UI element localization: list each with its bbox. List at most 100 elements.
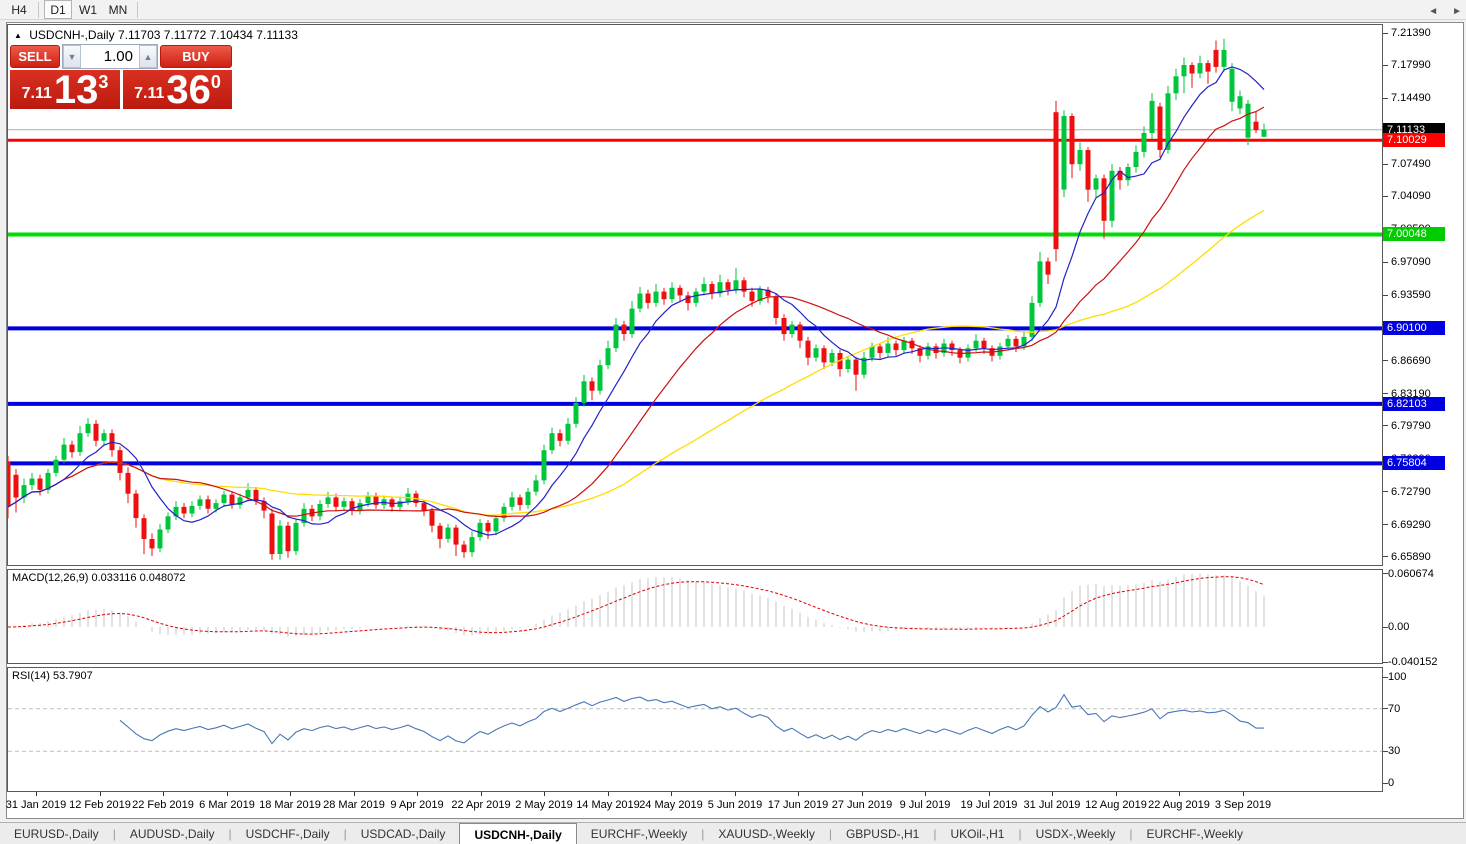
date-tick-mark xyxy=(100,792,101,796)
down-arrow-icon: ▼ xyxy=(67,51,77,62)
level-price-badge: 7.10029 xyxy=(1383,133,1445,147)
date-label: 9 Apr 2019 xyxy=(390,799,444,811)
tab-gbpusd-h1[interactable]: GBPUSD-,H1 xyxy=(845,827,920,841)
timeframe-button-mn[interactable]: MN xyxy=(108,2,128,17)
price-tick-label: 7.21390 xyxy=(1391,27,1431,39)
timeframe-button-w1[interactable]: W1 xyxy=(79,2,97,17)
price-tick-mark xyxy=(1383,65,1388,66)
date-label: 31 Jul 2019 xyxy=(1023,799,1081,811)
sell-price-pips: 13 xyxy=(53,68,99,112)
sell-price-panel[interactable]: 7.11 13 3 xyxy=(10,68,120,112)
price-tick-mark xyxy=(1383,393,1388,394)
timeframe-button-h4[interactable]: H4 xyxy=(11,2,27,17)
price-tick-label: 6.79790 xyxy=(1391,420,1431,432)
rsi-tick-label: 0 xyxy=(1388,777,1395,789)
macd-tick-mark xyxy=(1383,627,1388,628)
volume-decrease-button[interactable]: ▼ xyxy=(63,45,81,68)
date-label: 31 Jan 2019 xyxy=(5,799,67,811)
date-label: 5 Jun 2019 xyxy=(707,799,763,811)
rsi-label: RSI(14) 53.7907 xyxy=(12,670,93,682)
price-tick-label: 7.07490 xyxy=(1391,158,1431,170)
price-tick-label: 6.65890 xyxy=(1391,551,1431,563)
date-tick-mark xyxy=(481,792,482,796)
date-label: 24 May 2019 xyxy=(639,799,703,811)
buy-price-panel[interactable]: 7.11 36 0 xyxy=(123,70,232,110)
tab-eurusd-daily[interactable]: EURUSD-,Daily xyxy=(14,827,99,841)
tab-usdx-weekly[interactable]: USDX-,Weekly xyxy=(1035,827,1116,841)
tab-scroll-left-icon[interactable]: ◄ xyxy=(1428,5,1439,17)
date-label: 17 Jun 2019 xyxy=(767,799,829,811)
date-tick-mark xyxy=(862,792,863,796)
date-label: 6 Mar 2019 xyxy=(199,799,255,811)
chart-title: ▲ USDCNH-,Daily 7.11703 7.11772 7.10434 … xyxy=(14,28,298,42)
macd-pane[interactable] xyxy=(7,569,1383,664)
tab-separator: | xyxy=(112,827,116,841)
rsi-pane[interactable] xyxy=(7,667,1383,792)
tab-separator: | xyxy=(343,827,347,841)
tab-eurchf-weekly[interactable]: EURCHF-,Weekly xyxy=(1146,827,1243,841)
timeframe-toolbar: H4 D1 W1 MN xyxy=(0,0,1466,20)
price-tick-label: 6.86690 xyxy=(1391,355,1431,367)
level-price-badge: 7.00048 xyxy=(1383,227,1445,241)
price-tick-label: 6.72790 xyxy=(1391,486,1431,498)
date-tick-mark xyxy=(735,792,736,796)
buy-price-major: 7.11 xyxy=(134,85,165,102)
buy-button[interactable]: BUY xyxy=(160,45,232,68)
price-tick-mark xyxy=(1383,491,1388,492)
date-tick-mark xyxy=(1179,792,1180,796)
tab-usdcnh-daily[interactable]: USDCNH-,Daily xyxy=(459,823,577,844)
tab-separator: | xyxy=(828,827,832,841)
macd-tick-mark xyxy=(1383,662,1388,663)
rsi-tick-label: 70 xyxy=(1388,703,1401,715)
macd-tick-mark xyxy=(1383,573,1388,574)
ohlc-values: 7.11703 7.11772 7.10434 7.11133 xyxy=(117,28,298,42)
price-tick-label: 7.14490 xyxy=(1391,92,1431,104)
date-label: 22 Apr 2019 xyxy=(451,799,511,811)
date-tick-mark xyxy=(544,792,545,796)
price-tick-mark xyxy=(1383,524,1388,525)
tab-usdchf-daily[interactable]: USDCHF-,Daily xyxy=(245,827,330,841)
volume-increase-button[interactable]: ▲ xyxy=(139,45,157,68)
price-tick-mark xyxy=(1383,33,1388,34)
date-tick-mark xyxy=(1052,792,1053,796)
date-label: 9 Jul 2019 xyxy=(899,799,951,811)
date-tick-mark xyxy=(925,792,926,796)
volume-input[interactable]: 1.00 xyxy=(103,48,133,65)
date-label: 22 Aug 2019 xyxy=(1148,799,1210,811)
price-tick-label: 6.69290 xyxy=(1391,519,1431,531)
date-label: 28 Mar 2019 xyxy=(323,799,385,811)
price-tick-mark xyxy=(1383,262,1388,263)
price-tick-mark xyxy=(1383,556,1388,557)
level-price-badge: 6.82103 xyxy=(1383,397,1445,411)
toolbar-separator xyxy=(38,1,39,18)
rsi-tick-mark xyxy=(1383,708,1388,709)
date-label: 22 Feb 2019 xyxy=(132,799,194,811)
macd-label: MACD(12,26,9) 0.033116 0.048072 xyxy=(12,572,186,584)
rsi-tick-label: 30 xyxy=(1388,745,1401,757)
tab-scroll-buttons: ◄ ► xyxy=(1428,0,1462,22)
tab-separator: | xyxy=(1018,827,1022,841)
tab-ukoil-h1[interactable]: UKOil-,H1 xyxy=(950,827,1005,841)
tab-xauusd-weekly[interactable]: XAUUSD-,Weekly xyxy=(718,827,815,841)
date-tick-mark xyxy=(1243,792,1244,796)
volume-spinner: ▼ 1.00 ▲ xyxy=(62,44,158,69)
date-label: 18 Mar 2019 xyxy=(259,799,321,811)
date-tick-mark xyxy=(417,792,418,796)
date-label: 2 May 2019 xyxy=(515,799,573,811)
price-tick-mark xyxy=(1383,295,1388,296)
date-tick-mark xyxy=(989,792,990,796)
sell-price-major: 7.11 xyxy=(21,85,52,102)
date-label: 3 Sep 2019 xyxy=(1214,799,1272,811)
tab-scroll-right-icon[interactable]: ► xyxy=(1452,5,1462,17)
price-tick-label: 6.93590 xyxy=(1391,289,1431,301)
collapse-arrow-icon[interactable]: ▲ xyxy=(14,31,22,40)
price-tick-mark xyxy=(1383,425,1388,426)
tab-usdcad-daily[interactable]: USDCAD-,Daily xyxy=(360,827,446,841)
sell-button[interactable]: SELL xyxy=(10,45,60,68)
sell-price-point: 3 xyxy=(98,72,109,92)
tab-audusd-daily[interactable]: AUDUSD-,Daily xyxy=(129,827,215,841)
tab-eurchf-weekly[interactable]: EURCHF-,Weekly xyxy=(590,827,688,841)
timeframe-button-d1[interactable]: D1 xyxy=(44,0,72,19)
tab-separator: | xyxy=(701,827,705,841)
